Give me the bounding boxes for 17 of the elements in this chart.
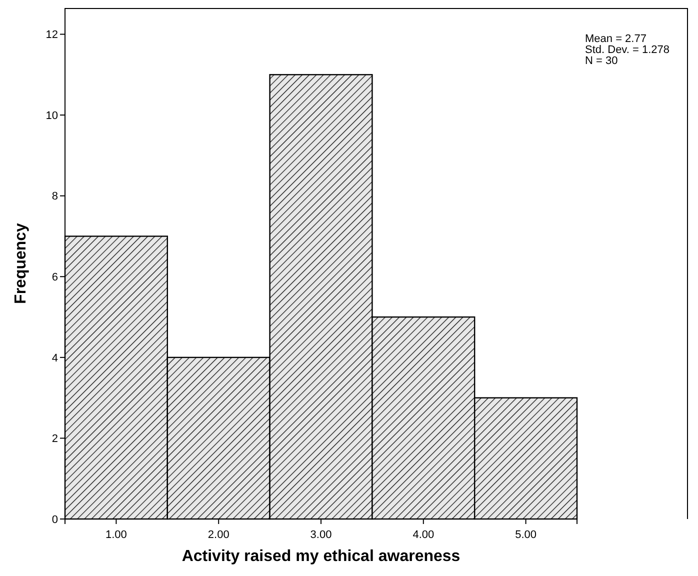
- y-tick-label: 12: [46, 29, 58, 42]
- y-tick-label: 0: [52, 514, 58, 526]
- x-tick-label: 4.00: [412, 528, 434, 541]
- text: Std. Dev. = 1.278: [585, 44, 670, 56]
- y-tick-label: 4: [52, 352, 58, 364]
- x-tick-label: 2.00: [208, 528, 230, 541]
- text: Mean = 2.77: [585, 33, 646, 45]
- x-axis-title: Activity raised my ethical awareness: [182, 548, 460, 565]
- x-tick-label: 3.00: [310, 528, 332, 541]
- y-axis-title: Frequency: [12, 222, 30, 304]
- x-tick-label: 1.00: [105, 528, 127, 541]
- y-tick-label: 8: [52, 190, 58, 203]
- y-tick-label: 6: [52, 271, 58, 284]
- x-tick-label: 5.00: [515, 528, 537, 541]
- text: N = 30: [585, 55, 618, 67]
- y-tick-label: 10: [46, 110, 58, 122]
- y-tick-label: 2: [52, 433, 58, 446]
